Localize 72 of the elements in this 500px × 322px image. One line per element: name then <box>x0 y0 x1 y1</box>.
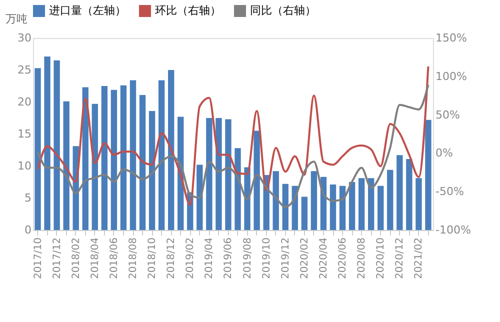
bar <box>206 118 212 230</box>
bar <box>301 196 308 230</box>
bar <box>425 120 432 230</box>
x-tick-label: 2017/10 <box>32 238 44 280</box>
bar <box>225 119 232 230</box>
x-tick-label: 2020/04 <box>318 238 330 280</box>
bar <box>396 155 403 230</box>
y-tick-label: 0 <box>24 224 32 236</box>
bar <box>168 70 174 230</box>
bar <box>272 171 279 230</box>
y-tick-label: 25 <box>18 64 32 76</box>
y-tick-label: 20 <box>18 96 32 108</box>
bar <box>139 94 146 230</box>
bar <box>416 178 422 230</box>
bar <box>110 90 118 230</box>
bar <box>387 170 394 230</box>
x-tick-label: 2019/04 <box>204 238 216 280</box>
bar <box>378 186 384 230</box>
bar <box>406 158 412 230</box>
x-tick-label: 2018/02 <box>70 238 82 280</box>
x-tick-label: 2020/08 <box>356 238 368 280</box>
x-tick-label: 2019/10 <box>261 238 272 280</box>
bar <box>130 80 136 230</box>
bar <box>310 171 318 230</box>
x-tick-label: 2019/12 <box>280 238 292 280</box>
bar <box>339 186 346 230</box>
bar <box>330 184 336 230</box>
x-tick-label: 2021/02 <box>414 238 425 280</box>
bar <box>254 130 260 230</box>
bar <box>282 184 288 230</box>
x-tick-label: 2020/12 <box>394 238 406 280</box>
y2-tick-label: -50% <box>436 185 464 198</box>
x-tick-label: 2020/10 <box>376 238 387 280</box>
bar <box>120 85 127 230</box>
bar <box>234 148 241 230</box>
bar <box>54 60 60 230</box>
y2-tick-label: 0% <box>436 146 453 160</box>
y2-tick-label: 100% <box>436 70 467 83</box>
bar <box>148 110 156 230</box>
bar <box>358 178 365 230</box>
x-tick-label: 2019/02 <box>185 238 196 280</box>
y-tick-label: 10 <box>18 160 32 172</box>
bar <box>216 118 222 230</box>
bar <box>101 86 108 230</box>
bar <box>44 56 50 230</box>
x-tick-label: 2017/12 <box>52 238 63 280</box>
bar <box>34 68 41 230</box>
x-tick-label: 2018/04 <box>90 238 101 280</box>
bar <box>158 80 165 230</box>
y-tick-label: 30 <box>18 32 32 44</box>
bar <box>196 164 203 230</box>
legend-label: 同比（右轴） <box>250 4 316 17</box>
legend-label: 环比（右轴） <box>155 4 221 17</box>
x-tick-label: 2018/12 <box>166 238 178 280</box>
bar <box>368 178 374 230</box>
y-tick-label: 5 <box>24 192 32 204</box>
y-tick-label: 15 <box>18 128 32 140</box>
legend-label: 进口量（左轴） <box>49 4 126 17</box>
x-tick-label: 2018/08 <box>128 238 139 280</box>
x-tick-label: 2018/10 <box>147 238 158 280</box>
y2-tick-label: 150% <box>436 32 467 44</box>
y2-tick-label: -100% <box>436 224 471 236</box>
y-axis-title: 万吨 <box>6 12 28 26</box>
x-tick-label: 2019/06 <box>223 238 234 280</box>
y2-tick-label: 50% <box>436 108 460 122</box>
x-tick-label: 2020/06 <box>338 238 349 280</box>
x-tick-label: 2018/06 <box>108 238 120 280</box>
bar <box>63 101 70 230</box>
bar <box>92 104 98 230</box>
x-tick-label: 2019/08 <box>242 238 254 280</box>
x-tick-label: 2020/02 <box>299 238 310 280</box>
bar <box>348 182 356 230</box>
